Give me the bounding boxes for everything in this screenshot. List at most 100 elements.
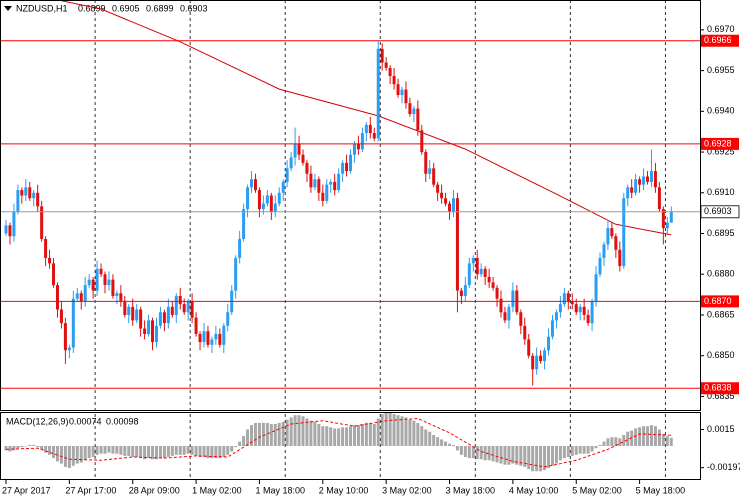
x-tick-label: 1 May 18:00 xyxy=(255,485,305,495)
candle-body xyxy=(186,301,190,313)
macd-bar xyxy=(412,420,416,446)
macd-bar xyxy=(535,446,539,472)
macd-bar xyxy=(12,446,16,451)
candle-body xyxy=(198,333,202,343)
macd-bar xyxy=(463,446,467,457)
macd-bar xyxy=(174,446,178,455)
macd-bar xyxy=(289,417,293,446)
macd-bar xyxy=(345,427,349,446)
candle-body xyxy=(471,257,475,264)
candle-body xyxy=(527,339,531,356)
candle-body xyxy=(166,306,170,324)
macd-bar xyxy=(495,446,499,463)
macd-bar xyxy=(325,426,329,446)
candle-body xyxy=(626,187,630,199)
macd-bar xyxy=(59,446,63,464)
macd-bar xyxy=(198,446,202,457)
macd-bar xyxy=(333,428,337,446)
candle-body xyxy=(273,203,277,212)
macd-bar xyxy=(499,446,503,464)
macd-bar xyxy=(55,446,59,462)
macd-bar xyxy=(436,437,440,446)
macd-bar xyxy=(32,444,36,446)
macd-bar xyxy=(273,424,277,446)
macd-bar xyxy=(166,446,170,457)
macd-bar xyxy=(28,444,32,446)
candle-body xyxy=(634,179,638,193)
macd-bar xyxy=(360,424,364,446)
candle-body xyxy=(162,312,166,324)
x-tick-label: 2 May 10:00 xyxy=(319,485,369,495)
macd-bar xyxy=(206,446,210,459)
y-tick-label: -0.00197 xyxy=(707,462,740,472)
macd-bar xyxy=(550,446,554,466)
macd-bar xyxy=(24,446,28,447)
candle-body xyxy=(598,257,602,275)
candle-body xyxy=(289,157,293,169)
macd-bar xyxy=(507,446,511,465)
macd-bar xyxy=(653,426,657,446)
macd-bar xyxy=(455,446,459,451)
macd-bar xyxy=(234,446,238,448)
macd-bar xyxy=(594,446,598,449)
macd-bar xyxy=(87,446,91,459)
macd-bar xyxy=(261,422,265,446)
candle-body xyxy=(614,236,618,250)
candle-body xyxy=(356,143,360,150)
candle-body xyxy=(602,244,606,258)
y-tick-label: 0.6910 xyxy=(707,187,735,197)
macd-bar xyxy=(646,426,650,446)
macd-bar xyxy=(440,439,444,446)
candle-body xyxy=(317,179,321,193)
macd-signal xyxy=(5,417,672,468)
macd-bar xyxy=(570,446,574,456)
macd-bar xyxy=(491,446,495,462)
macd-bar xyxy=(451,444,455,446)
macd-bar xyxy=(297,415,301,446)
x-tick-label: 4 May 10:00 xyxy=(509,485,559,495)
candle-body xyxy=(95,268,99,291)
candle-body xyxy=(606,228,610,245)
candle-body xyxy=(368,124,372,134)
candle-body xyxy=(16,190,20,212)
candle-body xyxy=(444,198,448,204)
macd-bar xyxy=(127,446,131,456)
candle-body xyxy=(305,162,309,174)
candle-body xyxy=(111,279,115,296)
macd-bar xyxy=(479,446,483,460)
macd-bar xyxy=(95,446,99,455)
candle-body xyxy=(586,314,590,324)
candle-body xyxy=(321,192,325,201)
menu-arrow[interactable] xyxy=(4,6,12,11)
candle-body xyxy=(265,195,269,204)
macd-value: 0.00074 xyxy=(69,416,102,426)
macd-bar xyxy=(63,446,67,467)
y-tick-label: 0.6970 xyxy=(707,24,735,34)
candle-body xyxy=(190,301,194,318)
candle-body xyxy=(380,48,384,63)
macd-bar xyxy=(8,446,12,452)
macd-bar xyxy=(139,446,143,459)
macd-bar xyxy=(372,424,376,446)
candle-body xyxy=(301,154,305,163)
candle-body xyxy=(558,304,562,313)
macd-bar xyxy=(590,446,594,452)
candle-body xyxy=(309,173,313,188)
macd-bar xyxy=(649,425,653,446)
macd-bar xyxy=(230,446,234,452)
y-tick-label: 0.6850 xyxy=(707,350,735,360)
candle-body xyxy=(8,225,12,237)
macd-bar xyxy=(614,437,618,446)
macd-bar xyxy=(566,446,570,457)
candle-body xyxy=(649,171,653,182)
macd-bar xyxy=(483,446,487,461)
candle-body xyxy=(174,295,178,315)
candle-body xyxy=(341,162,345,174)
candle-body xyxy=(495,287,499,299)
macd-bar xyxy=(194,446,198,456)
macd-bar xyxy=(170,446,174,456)
macd-bar xyxy=(103,446,107,454)
candle-body xyxy=(285,168,289,182)
candle-body xyxy=(218,333,222,345)
macd-bar xyxy=(91,446,95,457)
